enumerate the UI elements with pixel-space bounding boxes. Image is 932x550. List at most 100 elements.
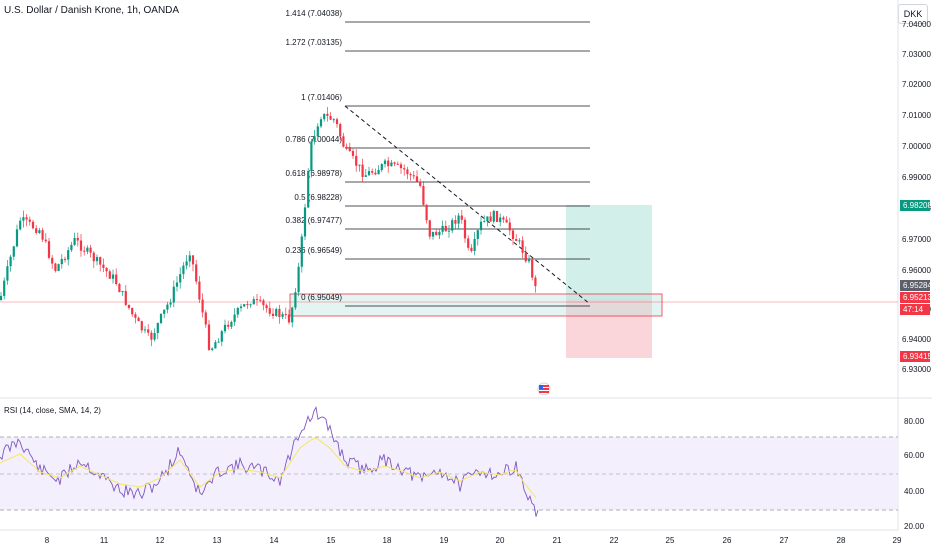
- candle-body: [255, 299, 259, 301]
- time-label: 13: [213, 536, 222, 545]
- candle-body: [335, 119, 339, 125]
- candle-body: [51, 257, 54, 264]
- candle-body: [499, 217, 502, 222]
- candle-body: [60, 258, 63, 265]
- candle-body: [83, 250, 86, 252]
- candle-body: [387, 160, 390, 167]
- candle-body: [73, 237, 76, 245]
- candle-body: [0, 295, 3, 300]
- candle-body: [310, 141, 313, 171]
- candle-body: [515, 238, 518, 241]
- candle-body: [524, 252, 527, 262]
- candle-body: [307, 170, 310, 208]
- profit-zone: [566, 205, 652, 299]
- candle-body: [163, 309, 166, 314]
- candle-body: [188, 255, 191, 262]
- candle-body: [265, 305, 268, 309]
- rsi-tick-label: 40.00: [904, 487, 925, 496]
- time-label: 20: [496, 536, 505, 545]
- fib-level-label: 1.414 (7.04038): [286, 9, 343, 18]
- time-label: 11: [100, 536, 109, 545]
- candle-body: [22, 217, 25, 221]
- candle-body: [217, 341, 220, 343]
- candle-body: [159, 313, 163, 323]
- candle-body: [332, 119, 335, 121]
- time-label: 29: [893, 536, 902, 545]
- fib-level-label: 1.272 (7.03135): [286, 38, 343, 47]
- candle-body: [383, 160, 387, 165]
- candle-body: [95, 257, 99, 262]
- candle-body: [415, 176, 419, 182]
- fib-level-label: 0.382 (6.97477): [286, 216, 343, 225]
- price-badge-label: 6.95284: [903, 281, 932, 290]
- candle-body: [371, 171, 374, 173]
- candle-body: [47, 241, 51, 258]
- fib-level-label: 0.236 (6.96549): [286, 246, 343, 255]
- candle-body: [67, 250, 70, 260]
- candle-body: [527, 259, 531, 262]
- candle-body: [111, 274, 115, 279]
- candle-body: [28, 219, 31, 222]
- candle-body: [198, 281, 201, 300]
- price-tick-label: 6.96000: [902, 266, 931, 275]
- candle-body: [483, 221, 486, 223]
- support-zone: [289, 293, 663, 317]
- candle-body: [323, 113, 326, 120]
- candles: [0, 106, 537, 352]
- rsi-lines: [0, 405, 539, 517]
- price-badge-label: 47:14: [903, 305, 924, 314]
- time-label: 14: [270, 536, 279, 545]
- time-label: 28: [837, 536, 846, 545]
- candle-body: [191, 255, 195, 265]
- candle-body: [233, 314, 236, 322]
- candle-body: [118, 284, 121, 293]
- candle-body: [12, 246, 15, 257]
- candle-body: [377, 170, 380, 175]
- rsi-line: [0, 405, 539, 517]
- candle-body: [326, 113, 329, 116]
- candle-body: [303, 207, 307, 237]
- economic-event-icon[interactable]: [537, 382, 551, 396]
- price-badge: [900, 280, 930, 291]
- candle-body: [511, 230, 515, 239]
- price-tick-label: 7.03000: [902, 50, 931, 59]
- candle-body: [505, 219, 508, 223]
- price-badge-label: 6.93415: [903, 352, 932, 361]
- candle-body: [140, 321, 143, 331]
- price-tick-label: 7.00000: [902, 142, 931, 151]
- price-badge: [900, 200, 930, 211]
- price-tick-label: 7.04000: [902, 20, 931, 29]
- candle-body: [476, 230, 479, 239]
- rsi-tick-label: 80.00: [904, 417, 925, 426]
- candle-body: [179, 274, 182, 283]
- candle-body: [262, 300, 265, 306]
- candle-body: [211, 348, 214, 350]
- candle-body: [41, 230, 44, 240]
- candle-body: [252, 299, 255, 305]
- candle-body: [147, 329, 150, 333]
- rsi-sma-line: [0, 437, 537, 499]
- candle-body: [348, 147, 351, 152]
- candle-body: [223, 324, 227, 332]
- price-tick-label: 6.93000: [902, 365, 931, 374]
- candle-body: [438, 231, 441, 236]
- candle-body: [531, 259, 534, 278]
- candle-body: [156, 322, 159, 333]
- candle-body: [364, 175, 367, 177]
- candle-body: [89, 247, 92, 253]
- candle-body: [70, 244, 73, 251]
- candle-body: [460, 215, 463, 220]
- candle-body: [275, 308, 278, 316]
- candle-body: [201, 299, 204, 313]
- time-axis: 8 11 12 13 14 15 18 19 20 21 22 25 26 27 28 29: [45, 536, 902, 545]
- rsi-tick-label: 60.00: [904, 451, 925, 460]
- candle-body: [35, 228, 38, 233]
- candle-body: [316, 126, 319, 137]
- candle-body: [227, 324, 230, 327]
- candle-body: [76, 237, 79, 241]
- candle-body: [339, 124, 342, 137]
- candle-body: [284, 314, 287, 316]
- candle-body: [268, 308, 271, 314]
- price-badge: [900, 304, 930, 315]
